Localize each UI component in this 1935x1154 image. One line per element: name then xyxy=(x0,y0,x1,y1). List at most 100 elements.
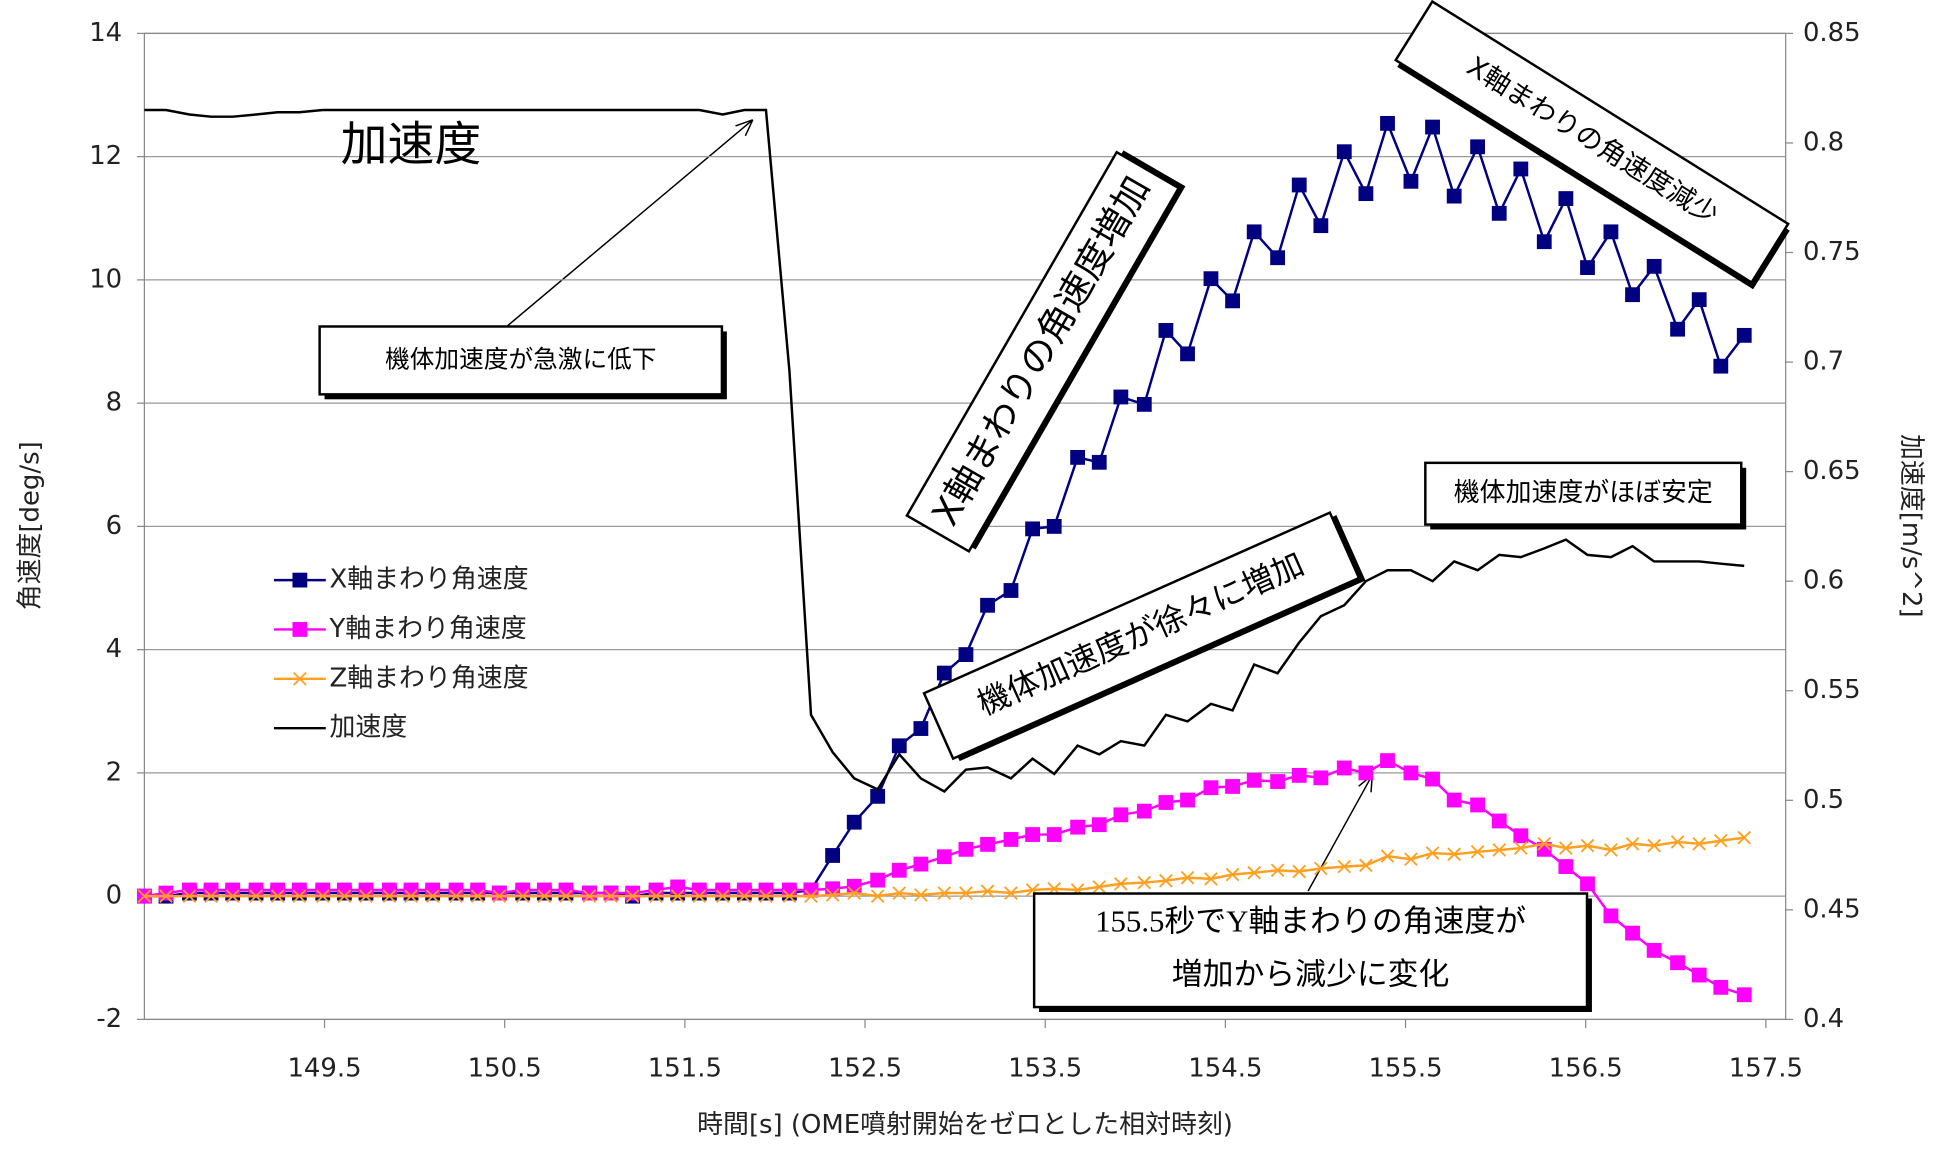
marker xyxy=(1225,293,1240,309)
marker xyxy=(270,889,285,903)
marker xyxy=(870,889,885,903)
marker xyxy=(846,878,862,894)
marker xyxy=(1180,792,1195,808)
annotation-text: 機体加速度が急激に低下 xyxy=(385,344,656,373)
marker xyxy=(559,889,573,903)
marker xyxy=(1580,838,1595,853)
marker xyxy=(1447,847,1461,862)
legend-marker xyxy=(292,572,308,588)
marker xyxy=(825,848,841,863)
annotation-box xyxy=(318,325,724,396)
marker xyxy=(1537,836,1552,851)
annotation-text: 機体加速度が徐々に増加 xyxy=(972,545,1310,723)
y2-tick-label: 0.5 xyxy=(1803,785,1844,815)
y2-axis-label: 加速度[m/s^2] xyxy=(1896,434,1926,618)
legend-label: X軸まわり角速度 xyxy=(329,565,528,595)
marker xyxy=(1403,173,1419,189)
marker xyxy=(958,647,974,662)
marker xyxy=(1470,139,1486,155)
marker xyxy=(1004,886,1018,900)
y2-tick-label: 0.85 xyxy=(1803,18,1861,48)
marker xyxy=(249,889,263,903)
annotation: X軸まわりの角速度増加 xyxy=(905,150,1186,554)
x-tick-label: 150.5 xyxy=(468,1053,542,1083)
marker xyxy=(1670,321,1685,337)
marker xyxy=(914,888,928,902)
marker xyxy=(1691,967,1707,983)
annotation: 加速度 xyxy=(341,118,482,173)
marker xyxy=(1646,258,1662,274)
marker xyxy=(913,856,929,872)
marker xyxy=(159,889,173,903)
annotation-text: X軸まわりの角速度減少 xyxy=(1461,51,1723,231)
marker xyxy=(1404,852,1418,867)
marker xyxy=(1113,807,1129,823)
marker xyxy=(1604,843,1618,857)
marker xyxy=(980,597,995,613)
marker xyxy=(959,886,973,900)
y-tick-label: 0 xyxy=(106,881,122,911)
marker xyxy=(1091,817,1107,833)
x-tick-label: 156.5 xyxy=(1549,1053,1623,1083)
x-axis-label: 時間[s] (OME噴射開始をゼロとした相対時刻) xyxy=(697,1110,1233,1140)
marker xyxy=(1003,832,1019,847)
legend-marker xyxy=(292,622,308,637)
marker xyxy=(1625,925,1640,941)
marker xyxy=(1137,875,1152,890)
marker xyxy=(1625,836,1640,851)
y-tick-label: 4 xyxy=(106,634,122,664)
marker xyxy=(1025,521,1040,537)
marker xyxy=(1158,795,1174,810)
marker xyxy=(492,889,507,903)
marker xyxy=(315,889,330,903)
marker xyxy=(936,665,952,681)
annotation-text: 加速度 xyxy=(341,118,482,173)
marker xyxy=(1713,833,1728,848)
legend-label: Y軸まわり角速度 xyxy=(328,614,526,644)
marker xyxy=(1625,287,1640,303)
marker xyxy=(759,889,773,903)
annotation-box xyxy=(905,150,1181,554)
marker xyxy=(603,885,619,901)
annotation-box xyxy=(1424,461,1743,526)
annotation: 機体加速度が急激に低下 xyxy=(318,325,727,400)
marker xyxy=(980,884,995,899)
marker xyxy=(1358,186,1374,202)
marker xyxy=(1491,813,1507,829)
marker xyxy=(1380,115,1395,131)
x-tick-label: 151.5 xyxy=(648,1053,722,1083)
marker xyxy=(1736,327,1752,343)
marker xyxy=(737,889,752,903)
marker xyxy=(1225,867,1240,882)
marker xyxy=(892,886,907,900)
series-line xyxy=(144,108,1745,794)
marker xyxy=(337,889,352,903)
marker xyxy=(692,889,707,903)
marker xyxy=(581,885,597,901)
marker xyxy=(1246,224,1262,240)
y2-tick-label: 0.55 xyxy=(1803,675,1861,705)
y-tick-label: -2 xyxy=(96,1004,122,1034)
marker xyxy=(1603,908,1619,924)
annotation-text: X軸まわりの角速度増加 xyxy=(924,169,1159,533)
marker xyxy=(1070,449,1086,465)
marker xyxy=(404,889,418,903)
marker xyxy=(1270,250,1286,266)
arrow-head xyxy=(735,119,754,137)
marker xyxy=(582,889,597,903)
y2-tick-label: 0.7 xyxy=(1803,347,1844,377)
marker xyxy=(158,885,174,901)
marker xyxy=(1291,767,1307,783)
marker xyxy=(1046,827,1062,842)
marker xyxy=(1425,119,1440,135)
marker xyxy=(1670,835,1685,849)
marker xyxy=(1536,234,1552,250)
marker xyxy=(1670,955,1685,971)
marker xyxy=(1092,880,1107,894)
marker xyxy=(1558,191,1574,206)
arrow xyxy=(505,119,754,328)
annotation-text: 増加から減少に変化 xyxy=(1172,958,1450,992)
annotation-box xyxy=(922,510,1361,761)
marker xyxy=(625,889,640,903)
